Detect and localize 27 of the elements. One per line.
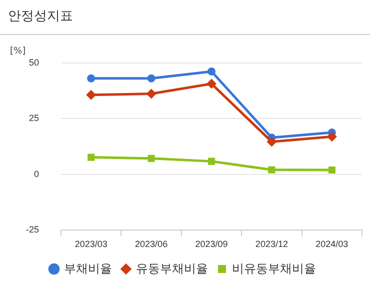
point	[147, 74, 156, 82]
y-tick-label: 50	[28, 57, 40, 68]
y-axis-title: [%]	[10, 46, 26, 56]
x-tick-label: 2023/12	[255, 239, 288, 250]
point	[268, 166, 276, 174]
point	[87, 74, 96, 82]
x-tick-label: 2023/06	[135, 239, 168, 250]
y-tick-label: -25	[26, 224, 40, 235]
point	[148, 154, 155, 162]
point	[208, 158, 216, 165]
point	[266, 136, 277, 147]
chart-title: 안정성지표	[0, 0, 370, 35]
point	[328, 166, 336, 174]
point	[206, 78, 217, 89]
point	[208, 67, 216, 76]
point	[146, 88, 156, 99]
y-tick-label: 0	[34, 168, 40, 179]
point	[326, 132, 337, 142]
legend-label: 부채비율	[64, 261, 112, 276]
x-tick-label: 2023/03	[74, 239, 108, 250]
x-tick-label: 2023/09	[195, 239, 228, 250]
legend-label: 유동부채비율	[136, 261, 208, 276]
x-tick-label: 2024/03	[316, 239, 348, 250]
legend-label: 비유동부채비율	[232, 261, 316, 276]
y-tick-label: 25	[28, 113, 40, 124]
point	[88, 154, 95, 161]
point	[86, 90, 96, 100]
